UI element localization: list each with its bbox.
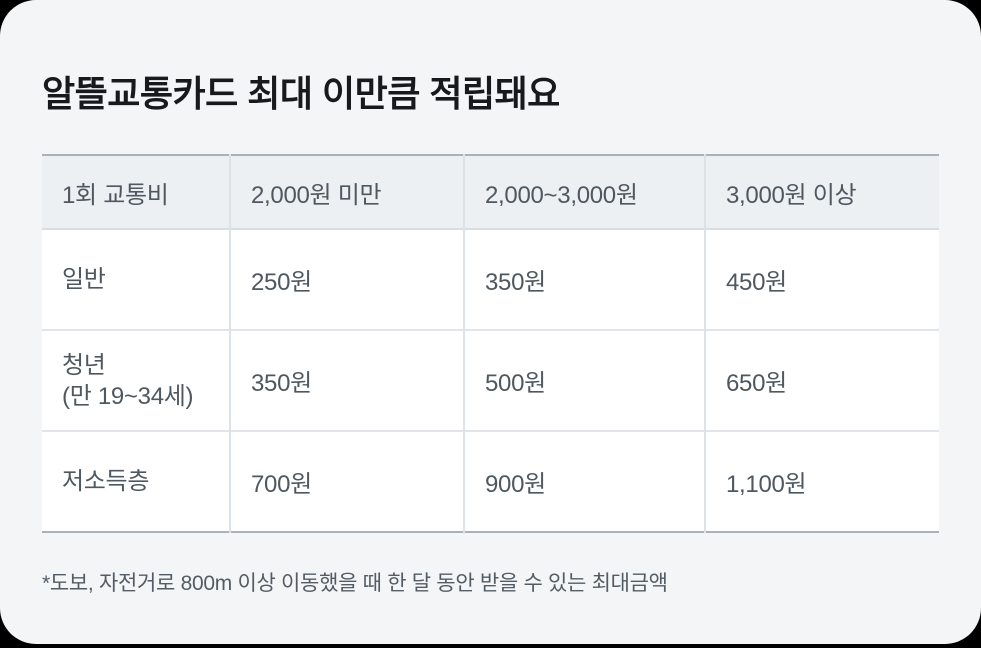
table-header-row: 1회 교통비 2,000원 미만 2,000~3,000원 3,000원 이상 (42, 155, 939, 229)
cell-value: 500원 (463, 329, 705, 431)
table-row-youth: 청년 (만 19~34세) 350원 500원 650원 (42, 329, 939, 431)
cell-value: 650원 (704, 329, 939, 431)
column-header-fare-per-ride: 1회 교통비 (42, 155, 230, 229)
cell-value: 450원 (704, 228, 939, 330)
savings-table: 1회 교통비 2,000원 미만 2,000~3,000원 3,000원 이상 … (42, 154, 939, 533)
table-row-general: 일반 250원 350원 450원 (42, 228, 939, 330)
column-header-2000-to-3000: 2,000~3,000원 (463, 155, 705, 229)
cell-value: 250원 (229, 228, 464, 330)
cell-value: 1,100원 (704, 430, 939, 532)
table-row-low-income: 저소득층 700원 900원 1,100원 (42, 430, 939, 532)
cell-value: 350원 (463, 228, 705, 330)
row-label-text: 일반 (62, 266, 106, 293)
column-header-under-2000: 2,000원 미만 (229, 155, 464, 229)
column-header-over-3000: 3,000원 이상 (704, 155, 939, 229)
row-label-youth: 청년 (만 19~34세) (42, 329, 230, 431)
page-title: 알뜰교통카드 최대 이만큼 적립돼요 (42, 73, 560, 114)
row-label-subtext: (만 19~34세) (62, 382, 194, 410)
cell-value: 700원 (229, 430, 464, 532)
row-label-general: 일반 (42, 228, 230, 330)
row-label-low-income: 저소득층 (42, 430, 230, 532)
cell-value: 900원 (463, 430, 705, 532)
cell-value: 350원 (229, 329, 464, 431)
footnote: *도보, 자전거로 800m 이상 이동했을 때 한 달 동안 받을 수 있는 … (42, 572, 668, 595)
row-label-text: 청년 (62, 351, 106, 379)
row-label-text: 저소득층 (62, 468, 150, 495)
